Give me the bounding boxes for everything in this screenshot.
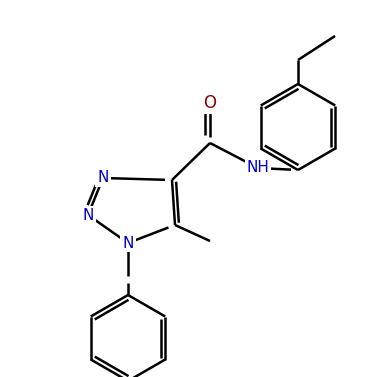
Text: N: N — [97, 170, 109, 185]
Text: N: N — [122, 236, 134, 250]
Text: NH: NH — [246, 161, 269, 176]
Text: O: O — [203, 94, 217, 112]
Text: N: N — [82, 207, 94, 222]
